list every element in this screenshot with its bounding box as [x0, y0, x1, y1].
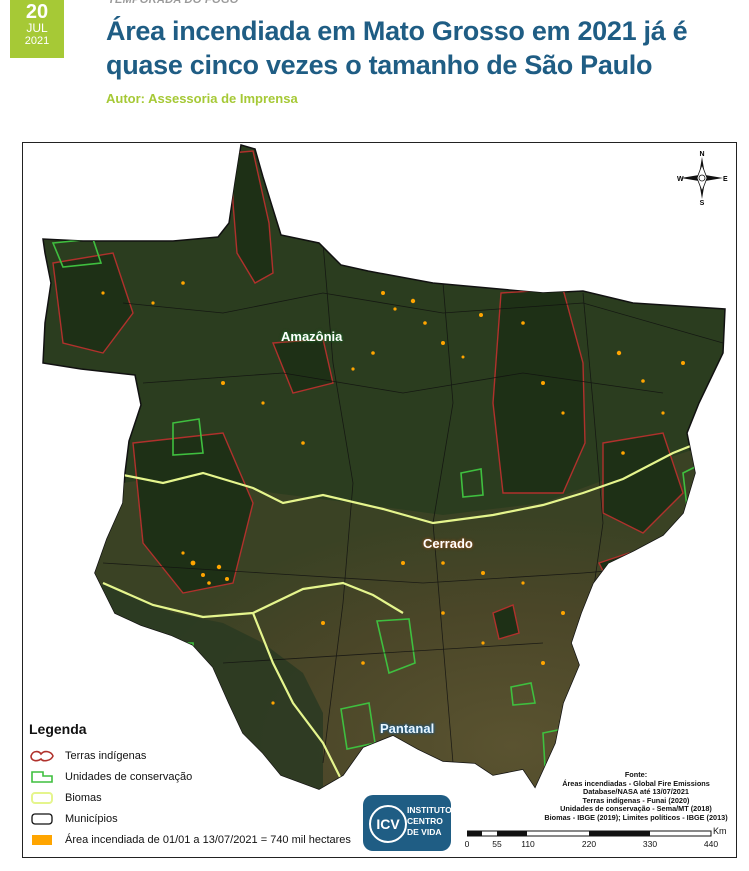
indigenous-land-swatch — [30, 750, 54, 761]
scale-tick: 0 — [464, 839, 470, 849]
map-legend: Legenda Terras indígenas Unidades de con… — [29, 721, 374, 850]
legend-item-conservation: Unidades de conservação — [29, 766, 374, 787]
source-line: Database/NASA até 13/07/2021 — [582, 787, 689, 797]
biome-boundaries — [102, 431, 724, 784]
logo-line: CENTRO — [407, 816, 443, 826]
icv-logo-mark: ICV — [369, 805, 407, 843]
compass-rose-icon: N S W E — [677, 151, 728, 205]
legend-label: Municípios — [65, 812, 118, 825]
legend-item-biomes: Biomas — [29, 787, 374, 808]
article-title: Área incendiada em Mato Grosso em 2021 j… — [106, 16, 688, 80]
biome-label-amazonia: Amazônia — [281, 329, 343, 344]
legend-label: Área incendiada de 01/01 a 13/07/2021 = … — [65, 833, 351, 846]
scale-bar: Km 0 55 110 220 330 440 — [464, 826, 729, 853]
map-source-credits: Fonte: Áreas incendiadas - Global Fire E… — [531, 770, 736, 823]
biome-swatch — [31, 791, 53, 804]
scale-bar-graphic — [467, 830, 712, 837]
legend-label: Biomas — [65, 791, 102, 804]
compass-w: W — [677, 176, 684, 183]
map-figure: Amazônia Cerrado Pantanal N S W E Legend… — [22, 142, 737, 858]
icv-logo-text: INSTITUTO CENTRO DE VIDA — [407, 805, 452, 838]
legend-item-indigenous: Terras indígenas — [29, 745, 374, 766]
biome-label-pantanal: Pantanal — [380, 721, 435, 736]
logo-line: DE VIDA — [407, 827, 442, 837]
scale-tick: 220 — [581, 839, 597, 849]
icv-logo: ICV INSTITUTO CENTRO DE VIDA — [363, 795, 452, 851]
scale-tick: 440 — [703, 839, 719, 849]
indigenous-lands — [52, 150, 684, 640]
conservation-unit-swatch — [31, 770, 53, 783]
legend-title: Legenda — [29, 721, 87, 737]
scale-unit: Km — [713, 826, 727, 836]
scale-tick: 110 — [521, 839, 535, 849]
source-line: Áreas incendiadas - Global Fire Emission… — [562, 778, 710, 788]
municipality-swatch — [31, 812, 53, 825]
source-line: Biomas - IBGE (2019); Limites políticos … — [544, 812, 728, 822]
source-line: Terras indígenas - Funai (2020) — [582, 795, 690, 805]
compass-s: S — [700, 200, 705, 205]
date-month: JUL — [26, 21, 48, 35]
source-line: Fonte: — [624, 770, 648, 779]
author-line[interactable]: Autor: Assessoria de Imprensa — [106, 91, 298, 106]
compass-e: E — [723, 176, 728, 183]
logo-line: INSTITUTO — [407, 805, 452, 815]
burned-area-swatch — [32, 834, 52, 845]
biome-label-cerrado: Cerrado — [423, 536, 473, 551]
compass-n: N — [699, 151, 704, 158]
legend-label: Terras indígenas — [65, 749, 147, 762]
legend-item-burned: Área incendiada de 01/01 a 13/07/2021 = … — [29, 829, 374, 850]
date-year: 2021 — [24, 35, 50, 47]
date-day: 20 — [25, 1, 49, 23]
category-label[interactable]: TEMPORADA DO FOGO — [108, 0, 239, 6]
legend-item-municipalities: Municípios — [29, 808, 374, 829]
mato-grosso-map — [42, 144, 726, 790]
scale-tick: 55 — [492, 839, 502, 849]
scale-tick: 330 — [642, 839, 658, 849]
legend-label: Unidades de conservação — [65, 770, 193, 783]
date-badge: 20 JUL 2021 — [10, 0, 64, 58]
source-line: Unidades de conservação - Sema/MT (2018) — [560, 804, 712, 814]
